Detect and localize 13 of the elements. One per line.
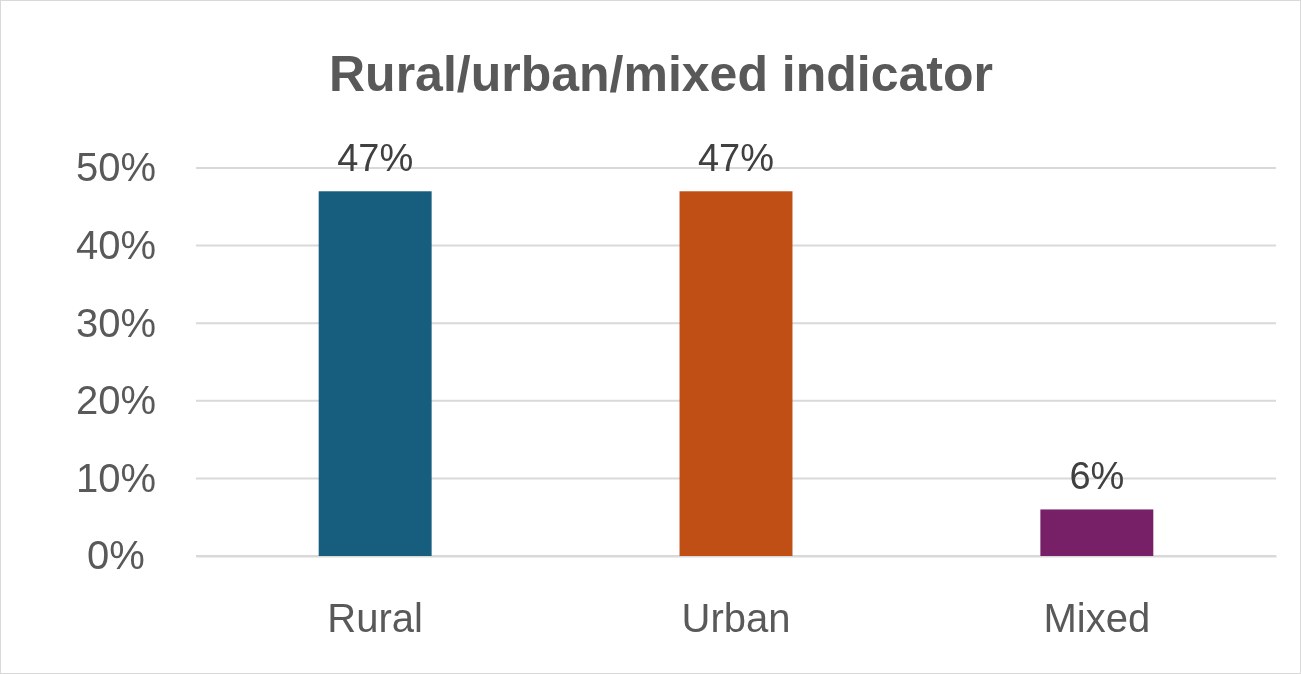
y-tick-label: 10% (75, 455, 157, 500)
chart-title: Rural/urban/mixed indicator (328, 46, 994, 102)
data-label: 47% (337, 137, 414, 180)
data-label: 6% (1069, 455, 1125, 498)
y-tick-label: 50% (75, 145, 157, 190)
y-tick-label: 30% (75, 300, 157, 345)
x-tick-label: Mixed (1043, 596, 1151, 641)
x-tick-label: Urban (681, 596, 791, 641)
y-tick-label: 0% (87, 533, 145, 578)
x-tick-label: Rural (327, 596, 423, 641)
y-tick-label: 20% (75, 378, 157, 423)
y-tick-label: 40% (75, 222, 157, 267)
data-label: 47% (697, 137, 775, 180)
